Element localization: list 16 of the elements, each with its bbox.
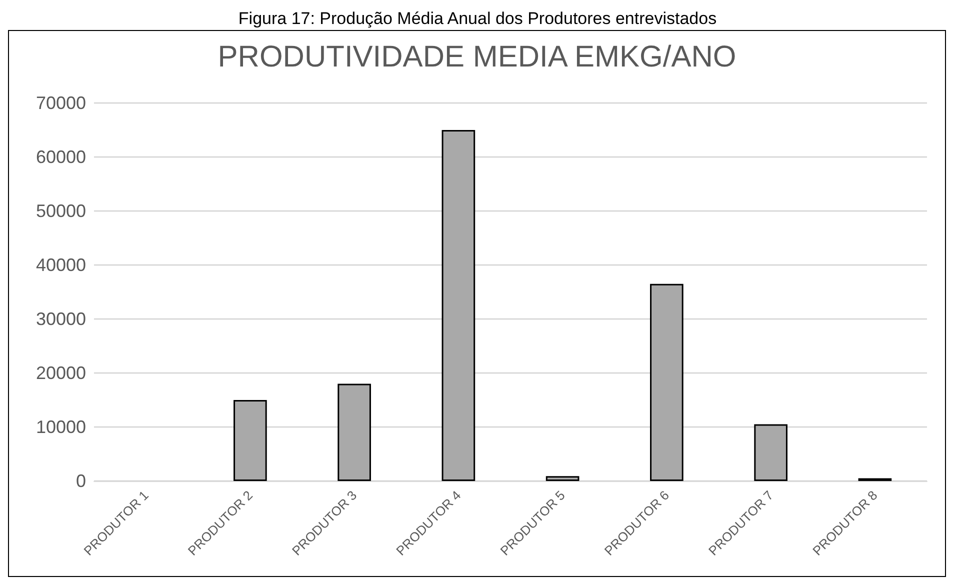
bar xyxy=(650,284,684,481)
chart-title: PRODUTIVIDADE MEDIA EMKG/ANO xyxy=(218,40,736,74)
y-tick-label: 10000 xyxy=(36,417,86,437)
y-tick-label: 50000 xyxy=(36,201,86,221)
y-tick-label: 60000 xyxy=(36,147,86,167)
text: Figura 17: Produção Média Anual dos Produtores entrevistados xyxy=(237,8,718,30)
bar xyxy=(546,476,580,481)
y-tick-label: 40000 xyxy=(36,255,86,275)
bar xyxy=(234,400,267,481)
y-tick-label: 0 xyxy=(76,471,86,491)
y-tick-label: 20000 xyxy=(36,363,86,383)
bar xyxy=(754,424,788,481)
y-tick-label: 70000 xyxy=(36,93,86,113)
y-tick-label: 30000 xyxy=(36,309,86,329)
bar xyxy=(338,384,371,481)
bar xyxy=(442,130,476,481)
